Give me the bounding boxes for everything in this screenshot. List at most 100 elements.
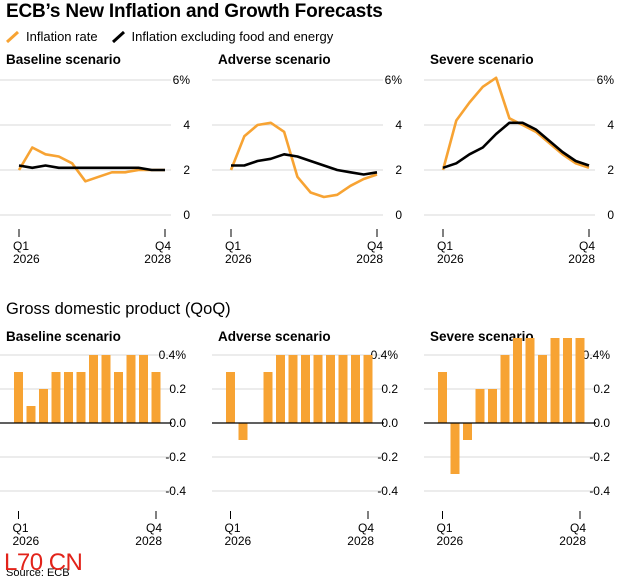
- y-tick-label: -0.2: [589, 450, 610, 464]
- x-tick-label: Q1: [437, 521, 453, 535]
- legend-swatch-black: [111, 30, 125, 43]
- x-tick-label: 2026: [225, 252, 252, 266]
- y-tick-label: 0.4%: [583, 348, 611, 362]
- y-tick-label: -0.4: [165, 484, 186, 498]
- series-line-core-inflation: [231, 153, 378, 176]
- y-tick-label: -0.4: [589, 484, 610, 498]
- y-tick-label: 0.2: [593, 382, 610, 396]
- gdp-bar: [550, 338, 560, 423]
- gdp-bar: [26, 406, 36, 423]
- y-tick-label: 0.0: [381, 416, 398, 430]
- y-tick-label: 6%: [173, 73, 191, 87]
- legend-label: Inflation excluding food and energy: [131, 29, 334, 44]
- x-tick-label: 2028: [144, 252, 171, 266]
- y-tick-label: 0: [395, 208, 402, 222]
- gdp-bar: [326, 355, 335, 423]
- x-tick-label: Q4: [358, 521, 374, 535]
- gdp-bar: [463, 423, 472, 440]
- panel-title-gdp-baseline: Baseline scenario: [6, 329, 121, 344]
- series-line-core-inflation: [18, 164, 165, 172]
- gdp-section-title: Gross domestic product (QoQ): [6, 300, 231, 318]
- gdp-bar: [488, 389, 497, 423]
- x-tick-label: Q4: [579, 239, 595, 253]
- x-tick-label: Q1: [225, 521, 241, 535]
- series-line-core-inflation: [442, 121, 590, 170]
- watermark-logo: L70 CN: [4, 549, 83, 576]
- panel-title-gdp-severe: Severe scenario: [430, 329, 534, 344]
- gdp-bar: [575, 338, 585, 423]
- legend-item-core-inflation: Inflation excluding food and energy: [111, 29, 334, 44]
- x-tick-label: Q1: [437, 239, 453, 253]
- y-tick-label: 2: [183, 163, 190, 177]
- x-tick-label: Q4: [570, 521, 586, 535]
- series-line-inflation-rate: [229, 121, 378, 199]
- gdp-bar: [538, 355, 547, 423]
- y-tick-label: 0: [183, 208, 190, 222]
- y-tick-label: 2: [395, 163, 402, 177]
- gdp-bar: [263, 372, 273, 423]
- legend-label: Inflation rate: [26, 29, 98, 44]
- gdp-bar: [475, 389, 485, 423]
- panel-title-inflation-severe: Severe scenario: [430, 52, 534, 67]
- y-tick-label: 6%: [385, 73, 403, 87]
- gdp-bar: [525, 338, 535, 423]
- y-tick-label: 0.4%: [159, 348, 187, 362]
- y-tick-label: 2: [607, 163, 614, 177]
- gdp-bar: [513, 338, 522, 423]
- source-note: Source: ECB: [6, 567, 70, 579]
- gdp-bar: [238, 423, 248, 440]
- y-tick-label: 4: [183, 118, 190, 132]
- x-tick-label: 2028: [356, 252, 383, 266]
- gdp-bar: [338, 355, 348, 423]
- x-tick-label: 2026: [13, 252, 40, 266]
- gdp-bar: [288, 355, 298, 423]
- gdp-bar: [114, 372, 123, 423]
- gdp-bar: [313, 355, 323, 423]
- y-tick-label: 6%: [597, 73, 615, 87]
- series-line-inflation-rate: [17, 146, 165, 183]
- panel-title-inflation-baseline: Baseline scenario: [6, 52, 121, 67]
- gdp-bar: [450, 423, 460, 474]
- x-tick-label: 2026: [437, 252, 464, 266]
- y-tick-label: 0.4%: [371, 348, 399, 362]
- x-tick-label: 2026: [13, 534, 40, 548]
- y-tick-label: -0.2: [165, 450, 186, 464]
- y-tick-label: 0.2: [169, 382, 186, 396]
- gdp-bar: [363, 355, 373, 423]
- gdp-bar: [64, 372, 73, 423]
- gdp-bar: [226, 372, 235, 423]
- chart-title: ECB’s New Inflation and Growth Forecasts: [6, 1, 383, 22]
- panel-title-inflation-adverse: Adverse scenario: [218, 52, 331, 67]
- gdp-bar: [301, 355, 310, 423]
- x-tick-label: Q4: [367, 239, 383, 253]
- y-tick-label: -0.4: [377, 484, 398, 498]
- legend: Inflation rate Inflation excluding food …: [6, 29, 347, 44]
- x-tick-label: 2026: [225, 534, 252, 548]
- y-tick-label: 0: [607, 208, 614, 222]
- x-tick-label: 2028: [559, 534, 586, 548]
- x-tick-label: Q4: [146, 521, 162, 535]
- gdp-bar: [151, 372, 161, 423]
- x-tick-label: 2026: [437, 534, 464, 548]
- x-tick-label: Q1: [225, 239, 241, 253]
- y-tick-label: 4: [395, 118, 402, 132]
- x-tick-label: Q1: [13, 521, 29, 535]
- gdp-bar: [101, 355, 111, 423]
- gdp-bar: [51, 372, 61, 423]
- gdp-bar: [276, 355, 285, 423]
- y-tick-label: 0.0: [169, 416, 186, 430]
- panel-title-gdp-adverse: Adverse scenario: [218, 329, 331, 344]
- y-tick-label: -0.2: [377, 450, 398, 464]
- gdp-bar: [500, 355, 510, 423]
- legend-item-inflation: Inflation rate: [6, 29, 98, 44]
- x-tick-label: 2028: [347, 534, 374, 548]
- x-tick-label: 2028: [135, 534, 162, 548]
- legend-swatch-orange: [6, 30, 20, 43]
- y-tick-label: 0.0: [593, 416, 610, 430]
- gdp-bar: [438, 372, 447, 423]
- gdp-bar: [76, 372, 86, 423]
